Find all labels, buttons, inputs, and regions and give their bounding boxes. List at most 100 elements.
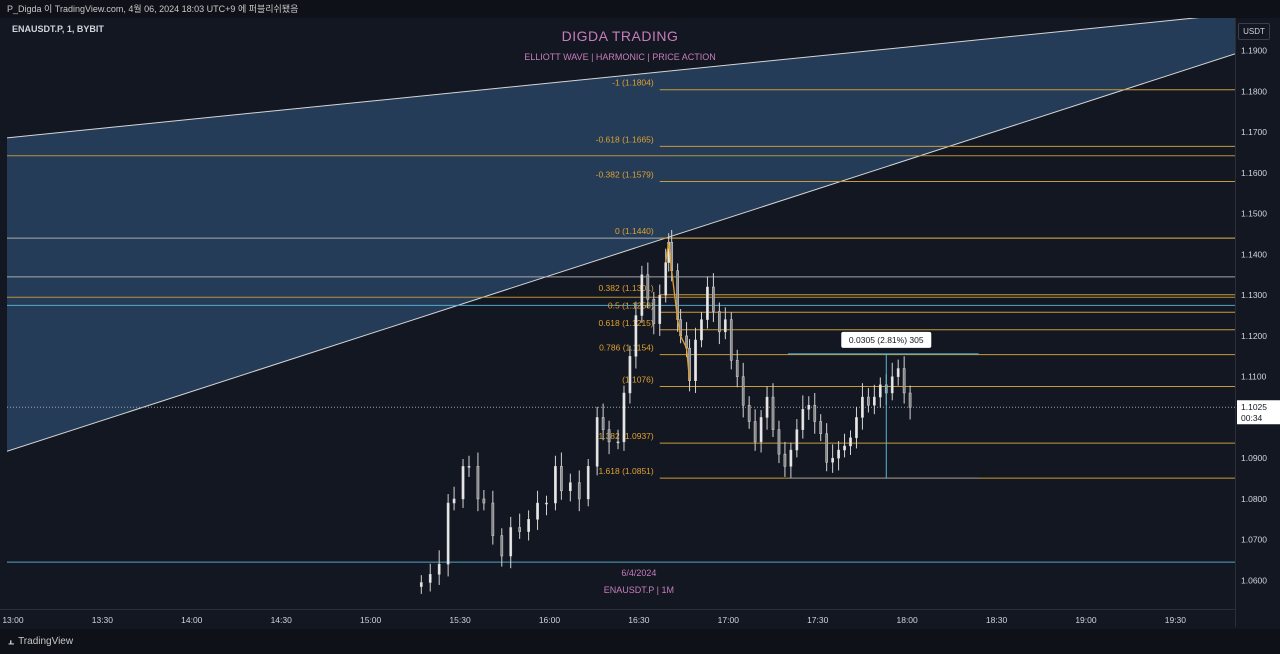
fib-level-label: -0.382 (1.1579) xyxy=(596,169,654,179)
candle[interactable] xyxy=(896,368,900,377)
time-tick-label: 13:30 xyxy=(92,615,114,625)
candle[interactable] xyxy=(747,404,751,422)
candle[interactable] xyxy=(908,392,912,408)
candle[interactable] xyxy=(843,445,846,451)
candle[interactable] xyxy=(476,466,480,500)
candle[interactable] xyxy=(795,429,799,451)
candle[interactable] xyxy=(771,396,775,430)
candle[interactable] xyxy=(831,457,834,463)
candle[interactable] xyxy=(554,466,557,504)
time-tick-label: 17:00 xyxy=(718,615,740,625)
candle[interactable] xyxy=(765,396,769,418)
candle[interactable] xyxy=(741,376,745,406)
measure-label[interactable]: 0.0305 (2.81%) 305 xyxy=(841,331,932,348)
candle[interactable] xyxy=(428,574,432,583)
candle[interactable] xyxy=(849,437,852,447)
price-tick-label: 1.1800 xyxy=(1241,86,1267,96)
candle[interactable] xyxy=(568,482,572,492)
candle[interactable] xyxy=(509,527,513,557)
candle[interactable] xyxy=(872,396,876,406)
time-tick-label: 17:30 xyxy=(807,615,829,625)
time-axis-canvas[interactable]: 13:00 13:30 14:00 14:30 15:00 15:30 16:00 16:30… xyxy=(0,610,1235,630)
channel-upper-line[interactable] xyxy=(7,18,1235,139)
symbol-annotation: ENAUSDT.P | 1M xyxy=(604,585,674,595)
channel-lower-line[interactable] xyxy=(7,53,1235,452)
candle[interactable] xyxy=(759,417,763,443)
price-axis[interactable]: 1.1900 1.1800 1.1700 1.1600 1.1500 1.1400 1.13… xyxy=(1235,18,1280,627)
candle[interactable] xyxy=(446,502,450,565)
symbol-label[interactable]: ENAUSDT.P, 1, BYBIT xyxy=(12,24,104,34)
price-tick-label: 1.1700 xyxy=(1241,127,1267,137)
candle[interactable] xyxy=(452,498,456,504)
candle[interactable] xyxy=(878,384,882,398)
candle[interactable] xyxy=(813,404,817,422)
candle[interactable] xyxy=(577,482,581,500)
candle[interactable] xyxy=(595,417,599,467)
time-axis[interactable]: 13:00 13:30 14:00 14:30 15:00 15:30 16:00 16:30… xyxy=(0,609,1235,630)
candle[interactable] xyxy=(753,421,757,443)
chart-area[interactable]: -1 (1.1804) -0.618 (1.1665) -0.382 (1.1579… xyxy=(7,18,1235,609)
candle[interactable] xyxy=(658,294,662,324)
candle[interactable] xyxy=(491,502,495,536)
price-tick-label: 1.1300 xyxy=(1241,290,1267,300)
candle[interactable] xyxy=(545,502,548,505)
candle[interactable] xyxy=(622,392,626,443)
candle[interactable] xyxy=(694,339,697,382)
candle[interactable] xyxy=(616,441,620,444)
candle[interactable] xyxy=(467,466,471,468)
candle[interactable] xyxy=(700,319,703,341)
candle[interactable] xyxy=(867,396,870,406)
candle[interactable] xyxy=(640,274,644,316)
time-tick-label: 18:30 xyxy=(986,615,1008,625)
candle[interactable] xyxy=(902,368,906,394)
candle[interactable] xyxy=(783,453,787,467)
candle[interactable] xyxy=(437,563,441,575)
candle[interactable] xyxy=(419,582,423,587)
candle[interactable] xyxy=(482,498,486,504)
candle[interactable] xyxy=(586,466,590,500)
candle[interactable] xyxy=(500,535,504,557)
candle[interactable] xyxy=(825,433,829,463)
channel-fill xyxy=(7,18,1235,452)
candle[interactable] xyxy=(652,298,656,324)
candle[interactable] xyxy=(664,262,668,296)
candle[interactable] xyxy=(634,315,638,357)
candle[interactable] xyxy=(518,527,522,532)
candle[interactable] xyxy=(706,286,709,320)
fib-level-label: 0 (1.1440) xyxy=(615,226,654,236)
candle[interactable] xyxy=(527,519,530,532)
price-axis-canvas[interactable]: 1.1900 1.1800 1.1700 1.1600 1.1500 1.1400 1.13… xyxy=(1236,18,1280,627)
candle[interactable] xyxy=(777,429,781,455)
candle[interactable] xyxy=(601,417,605,430)
candle[interactable] xyxy=(801,409,805,430)
highlight-path xyxy=(665,242,691,381)
candle[interactable] xyxy=(628,356,632,394)
candle[interactable] xyxy=(646,274,650,300)
current-price-badge[interactable] xyxy=(1237,400,1280,425)
candle[interactable] xyxy=(723,319,727,333)
candle[interactable] xyxy=(861,396,864,418)
tradingview-logo[interactable]: ⫠ TradingView xyxy=(8,636,73,647)
candle[interactable] xyxy=(735,360,739,377)
fib-level-label: -0.618 (1.1665) xyxy=(596,134,654,144)
candle[interactable] xyxy=(789,449,793,467)
candle[interactable] xyxy=(890,376,894,394)
candle[interactable] xyxy=(819,421,823,434)
currency-button[interactable]: USDT xyxy=(1238,23,1270,40)
candle[interactable] xyxy=(718,311,721,333)
price-tick-label: 1.1200 xyxy=(1241,331,1267,341)
footer xyxy=(0,629,1280,654)
candle[interactable] xyxy=(712,286,715,312)
candle[interactable] xyxy=(729,319,733,361)
candle[interactable] xyxy=(855,417,858,439)
time-tick-label: 14:00 xyxy=(181,615,203,625)
candle[interactable] xyxy=(837,449,840,459)
candle[interactable] xyxy=(607,429,611,443)
candle[interactable] xyxy=(536,502,539,520)
chart-canvas[interactable]: -1 (1.1804) -0.618 (1.1665) -0.382 (1.1579… xyxy=(7,18,1235,609)
candle[interactable] xyxy=(560,466,563,492)
candle[interactable] xyxy=(807,404,811,410)
fib-level-label: 0.382 (1.1301) xyxy=(598,283,653,293)
brand-title: DIGDA TRADING xyxy=(561,28,679,44)
candle[interactable] xyxy=(461,466,465,500)
